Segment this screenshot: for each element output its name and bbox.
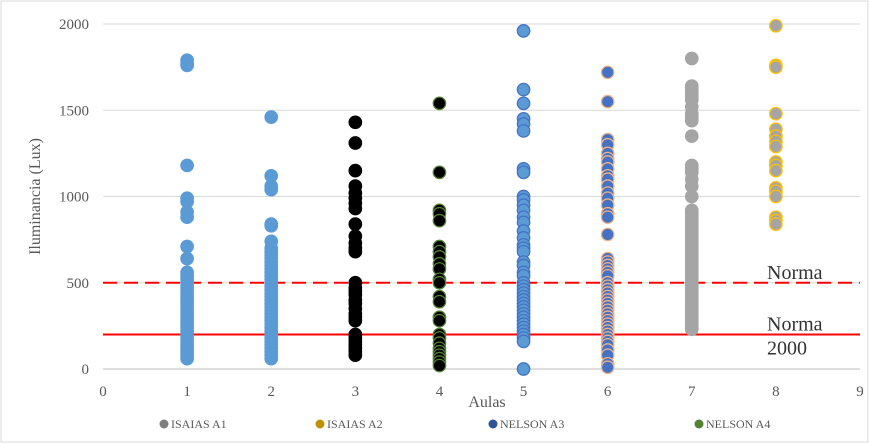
data-point	[600, 210, 615, 225]
data-point	[516, 334, 531, 349]
reference-lines: Norma Norma 2000	[103, 262, 860, 360]
y-tick-label: 0	[82, 362, 90, 378]
x-axis-title: Aulas	[468, 394, 505, 411]
legend-label: NELSON A4	[706, 417, 770, 431]
data-point	[432, 294, 447, 309]
data-point	[180, 251, 194, 266]
x-tick-label: 0	[99, 384, 107, 400]
data-point	[769, 139, 783, 154]
reference-line-label: Norma 2000	[767, 314, 823, 360]
data-points	[180, 18, 783, 376]
data-point	[684, 189, 699, 204]
x-tick-label: 9	[856, 384, 864, 400]
data-point	[432, 358, 447, 373]
data-point	[180, 351, 194, 366]
data-point	[600, 227, 615, 242]
data-point	[516, 96, 531, 111]
data-point	[684, 51, 699, 66]
legend-marker-icon	[159, 419, 169, 429]
y-tick-label: 1000	[59, 190, 89, 206]
data-point	[348, 313, 363, 328]
data-point	[516, 165, 531, 180]
data-point	[600, 360, 615, 375]
data-point	[432, 96, 447, 111]
data-point	[180, 58, 194, 73]
data-point	[516, 82, 531, 97]
legend-label: ISAIAS A2	[327, 417, 383, 431]
y-axis-title: Iluminancia (Lux)	[27, 138, 44, 255]
y-tick-label: 2000	[59, 17, 89, 33]
data-point	[264, 110, 279, 125]
data-point	[180, 239, 194, 254]
legend-item: ISAIAS A2	[315, 417, 383, 431]
data-point	[769, 106, 783, 121]
data-point	[516, 362, 531, 376]
data-point	[684, 129, 699, 143]
legend-item: ISAIAS A1	[159, 417, 227, 431]
x-tick-label: 1	[183, 384, 191, 400]
data-point	[684, 322, 699, 337]
data-point	[348, 217, 363, 231]
data-point	[432, 313, 447, 328]
legend-label: NELSON A3	[500, 417, 564, 431]
labels: Iluminancia (Lux) Aulas	[27, 138, 506, 411]
data-point	[264, 218, 279, 233]
x-tick-label: 4	[436, 384, 444, 400]
data-point	[348, 244, 363, 259]
data-point	[769, 217, 783, 231]
x-tick-label: 5	[520, 384, 528, 400]
legend-label: ISAIAS A1	[171, 417, 227, 431]
y-tick-label: 500	[67, 276, 90, 292]
x-tick-label: 8	[772, 384, 780, 400]
x-tick-label: 2	[267, 384, 275, 400]
reference-line-label: Norma	[767, 262, 823, 284]
legend-marker-icon	[488, 419, 498, 429]
y-tick-label: 1500	[59, 103, 89, 119]
data-point	[432, 275, 447, 290]
data-point	[264, 351, 279, 366]
legend-item: NELSON A4	[694, 417, 770, 431]
legend: ISAIAS A1 ISAIAS A2 NELSON A3 NELSON A4	[159, 417, 770, 431]
data-point	[180, 210, 194, 225]
data-point	[769, 60, 783, 74]
x-tick-label: 6	[604, 384, 612, 400]
data-point	[600, 94, 615, 109]
data-point	[180, 158, 194, 173]
data-point	[348, 201, 363, 216]
legend-item: NELSON A3	[488, 417, 564, 431]
data-point	[348, 163, 363, 178]
data-point	[348, 348, 363, 363]
data-point	[516, 24, 531, 38]
legend-marker-icon	[315, 419, 325, 429]
x-tick-label: 7	[688, 384, 696, 400]
data-point	[432, 213, 447, 228]
axes: 0 500 1000 1500 2000 0 1 2 3 4 5 6 7 8 9	[59, 17, 864, 400]
data-point	[769, 163, 783, 178]
data-point	[769, 189, 783, 204]
data-point	[516, 124, 531, 138]
data-point	[600, 65, 615, 80]
data-point	[264, 182, 279, 197]
data-point	[432, 165, 447, 180]
data-point	[348, 136, 363, 150]
x-tick-label: 3	[352, 384, 360, 400]
data-point	[769, 18, 783, 33]
data-point	[348, 115, 363, 130]
legend-marker-icon	[694, 419, 704, 429]
data-point	[684, 113, 699, 128]
